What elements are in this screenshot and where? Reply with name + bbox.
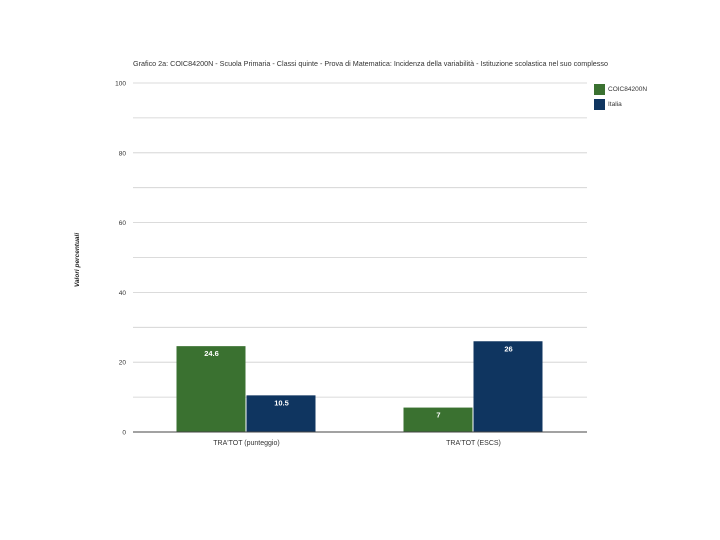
- y-tick-label: 40: [119, 290, 127, 297]
- legend: COIC84200N Italia: [594, 84, 647, 110]
- data-labels: 24.6 10.5 7 26: [204, 344, 512, 419]
- bar-italia: [473, 341, 543, 432]
- data-label: 10.5: [274, 398, 289, 407]
- y-tick-label: 80: [119, 150, 127, 157]
- y-axis-label: Valori percentuali: [74, 233, 81, 287]
- chart-title: Grafico 2a: COIC84200N - Scuola Primaria…: [133, 59, 608, 68]
- bar-coic84200n: [176, 346, 246, 432]
- y-tick-label: 100: [115, 81, 126, 88]
- y-tick-label: 0: [122, 430, 126, 437]
- x-category-label: TRA'TOT (ESCS): [446, 440, 501, 447]
- x-category-label: TRA'TOT (punteggio): [213, 440, 279, 447]
- data-label: 7: [436, 411, 440, 420]
- y-tick-label: 60: [119, 220, 127, 227]
- bar-series: [176, 341, 543, 432]
- category-labels: TRA'TOT (punteggio) TRA'TOT (ESCS): [213, 440, 501, 447]
- legend-swatch: [594, 84, 605, 95]
- bar-italia: [246, 395, 316, 432]
- bar-coic84200n: [403, 407, 473, 432]
- y-axis-ticks: 0 20 40 60 80 100: [115, 81, 126, 437]
- legend-label: COIC84200N: [608, 86, 647, 93]
- data-label: 24.6: [204, 349, 219, 358]
- y-tick-label: 20: [119, 360, 127, 367]
- legend-label: Italia: [608, 101, 622, 108]
- data-label: 26: [504, 344, 512, 353]
- legend-swatch: [594, 99, 605, 110]
